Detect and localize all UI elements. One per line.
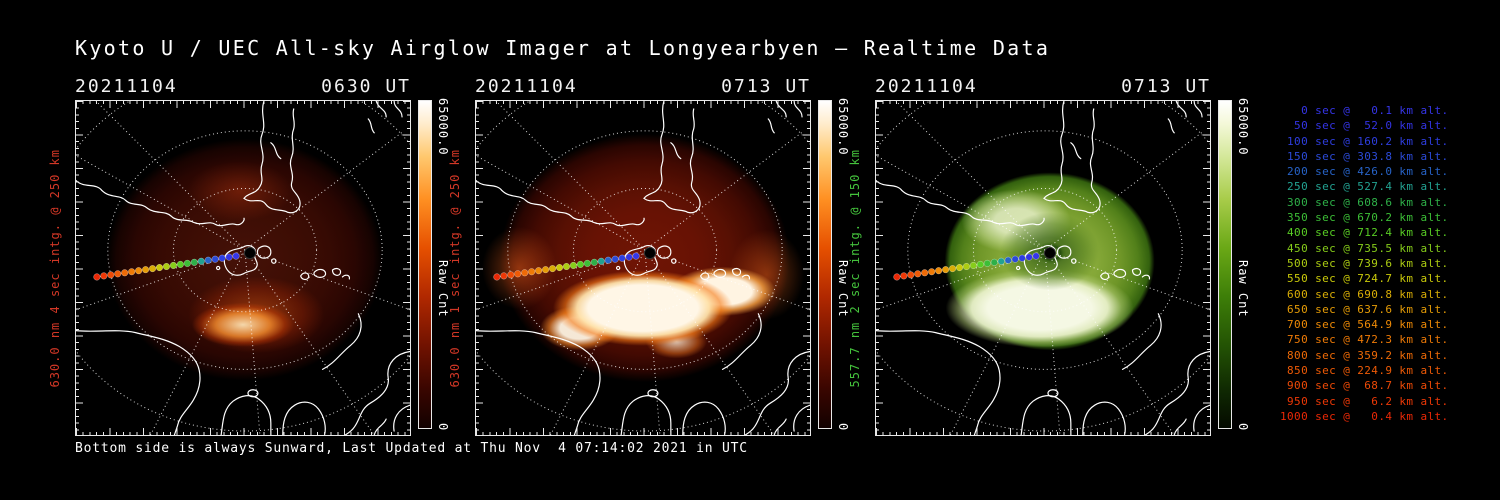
legend-row: 850 sec @ 224.9 km alt. (1280, 364, 1449, 378)
legend-row: 250 sec @ 527.4 km alt. (1280, 180, 1449, 194)
legend-row: 400 sec @ 712.4 km alt. (1280, 226, 1449, 240)
allsky-image (76, 101, 410, 435)
legend-row: 350 sec @ 670.2 km alt. (1280, 211, 1449, 225)
satellite-track (893, 247, 1057, 281)
axis-ticks (476, 428, 810, 435)
legend-row: 300 sec @ 608.6 km alt. (1280, 195, 1449, 209)
panel-date: 20211104 (75, 76, 178, 97)
axis-ticks (1203, 101, 1210, 435)
legend-row: 700 sec @ 564.9 km alt. (1280, 318, 1449, 332)
axis-ticks (876, 428, 1210, 435)
legend-row: 0 sec @ 0.1 km alt. (1280, 104, 1449, 117)
colorbar-gradient (1219, 101, 1231, 428)
colorbar-max-label: 65000.0 (1236, 98, 1250, 156)
axis-ticks (876, 101, 1210, 108)
map-overlay (76, 101, 410, 435)
colorbar-labels: 65000.0 Raw Cnt 0 (836, 98, 850, 431)
panel-557nm-0713ut: 20211104 0713 UT 557.7 nm 2 sec intg. @ … (848, 0, 1250, 500)
allsky-image-frame (75, 100, 411, 436)
allsky-image (476, 101, 810, 435)
colorbar-min-label: 0 (1236, 422, 1250, 431)
colorbar-max-label: 65000.0 (436, 98, 450, 156)
panel-time: 0630 UT (321, 76, 411, 97)
colorbar-title: Raw Cnt (436, 260, 450, 318)
panel-date: 20211104 (875, 76, 978, 97)
wavelength-label-text: 630.0 nm 1 sec intg. @ 250 km (448, 148, 462, 388)
colorbar (1218, 100, 1232, 429)
axis-ticks (76, 101, 83, 435)
allsky-image-frame (475, 100, 811, 436)
legend-row: 750 sec @ 472.3 km alt. (1280, 333, 1449, 347)
axis-ticks (876, 101, 883, 435)
colorbar-max-label: 65000.0 (836, 98, 850, 156)
colorbar-min-label: 0 (836, 422, 850, 431)
footer-status-text: Bottom side is always Sunward, Last Upda… (75, 441, 748, 456)
panel-time: 0713 UT (721, 76, 811, 97)
legend-row: 1000 sec @ 0.4 km alt. (1280, 409, 1449, 423)
colorbar-labels: 65000.0 Raw Cnt 0 (1236, 98, 1250, 431)
legend-row: 450 sec @ 735.5 km alt. (1280, 241, 1449, 255)
map-overlay (476, 101, 810, 435)
colorbar-gradient (819, 101, 831, 428)
wavelength-label: 557.7 nm 2 sec intg. @ 150 km (842, 100, 868, 436)
panel-header: 20211104 0713 UT (475, 76, 811, 97)
legend-row: 100 sec @ 160.2 km alt. (1280, 134, 1449, 148)
colorbar-labels: 65000.0 Raw Cnt 0 (436, 98, 450, 431)
legend-row: 550 sec @ 724.7 km alt. (1280, 272, 1449, 286)
legend-row: 50 sec @ 52.0 km alt. (1280, 119, 1449, 133)
map-overlay (876, 101, 1210, 435)
axis-ticks (803, 101, 810, 435)
wavelength-label: 630.0 nm 4 sec intg. @ 250 km (42, 100, 68, 436)
legend-row: 650 sec @ 637.6 km alt. (1280, 302, 1449, 316)
legend-row: 600 sec @ 690.8 km alt. (1280, 287, 1449, 301)
legend-row: 800 sec @ 359.2 km alt. (1280, 348, 1449, 362)
colorbar-title: Raw Cnt (1236, 260, 1250, 318)
axis-ticks (476, 101, 483, 435)
colorbar-min-label: 0 (436, 422, 450, 431)
wavelength-label-text: 557.7 nm 2 sec intg. @ 150 km (848, 148, 862, 388)
satellite-track (493, 247, 657, 281)
axis-ticks (403, 101, 410, 435)
legend-row: 900 sec @ 68.7 km alt. (1280, 379, 1449, 393)
satellite-track (93, 247, 257, 281)
wavelength-label: 630.0 nm 1 sec intg. @ 250 km (442, 100, 468, 436)
axis-ticks (76, 428, 410, 435)
allsky-image-frame (875, 100, 1211, 436)
panel-header: 20211104 0630 UT (75, 76, 411, 97)
colorbar-title: Raw Cnt (836, 260, 850, 318)
colorbar-gradient (419, 101, 431, 428)
panel-630nm-0630ut: 20211104 0630 UT 630.0 nm 4 sec intg. @ … (48, 0, 450, 500)
panel-630nm-0713ut: 20211104 0713 UT 630.0 nm 1 sec intg. @ … (448, 0, 850, 500)
axis-ticks (76, 101, 410, 108)
colorbar (418, 100, 432, 429)
panel-date: 20211104 (475, 76, 578, 97)
allsky-image (876, 101, 1210, 435)
panel-time: 0713 UT (1121, 76, 1211, 97)
wavelength-label-text: 630.0 nm 4 sec intg. @ 250 km (48, 148, 62, 388)
axis-ticks (476, 101, 810, 108)
legend-row: 200 sec @ 426.0 km alt. (1280, 165, 1449, 179)
legend-row: 500 sec @ 739.6 km alt. (1280, 256, 1449, 270)
panel-header: 20211104 0713 UT (875, 76, 1211, 97)
page-title: Kyoto U / UEC All-sky Airglow Imager at … (75, 36, 1051, 60)
colorbar (818, 100, 832, 429)
ephemeris-legend: 0 sec @ 0.1 km alt. 50 sec @ 52.0 km alt… (1280, 103, 1480, 424)
legend-row: 150 sec @ 303.8 km alt. (1280, 149, 1449, 163)
legend-row: 950 sec @ 6.2 km alt. (1280, 394, 1449, 408)
